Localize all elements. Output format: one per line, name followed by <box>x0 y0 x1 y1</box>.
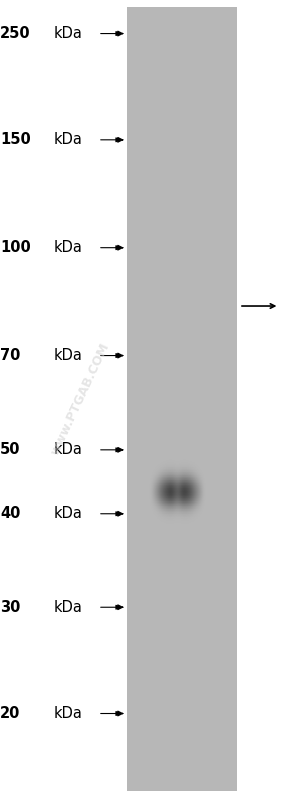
Text: kDa: kDa <box>53 348 82 363</box>
Text: 150: 150 <box>0 133 31 147</box>
Text: 20: 20 <box>0 706 20 721</box>
Text: 30: 30 <box>0 600 20 614</box>
Text: www.PTGAB.COM: www.PTGAB.COM <box>49 341 112 458</box>
Text: kDa: kDa <box>53 26 82 41</box>
Text: 250: 250 <box>0 26 31 41</box>
Text: kDa: kDa <box>53 507 82 521</box>
Text: 50: 50 <box>0 443 20 457</box>
Text: 40: 40 <box>0 507 20 521</box>
Text: 100: 100 <box>0 240 31 255</box>
Text: kDa: kDa <box>53 600 82 614</box>
Text: kDa: kDa <box>53 133 82 147</box>
Text: kDa: kDa <box>53 443 82 457</box>
Text: kDa: kDa <box>53 240 82 255</box>
Text: 70: 70 <box>0 348 20 363</box>
Text: kDa: kDa <box>53 706 82 721</box>
